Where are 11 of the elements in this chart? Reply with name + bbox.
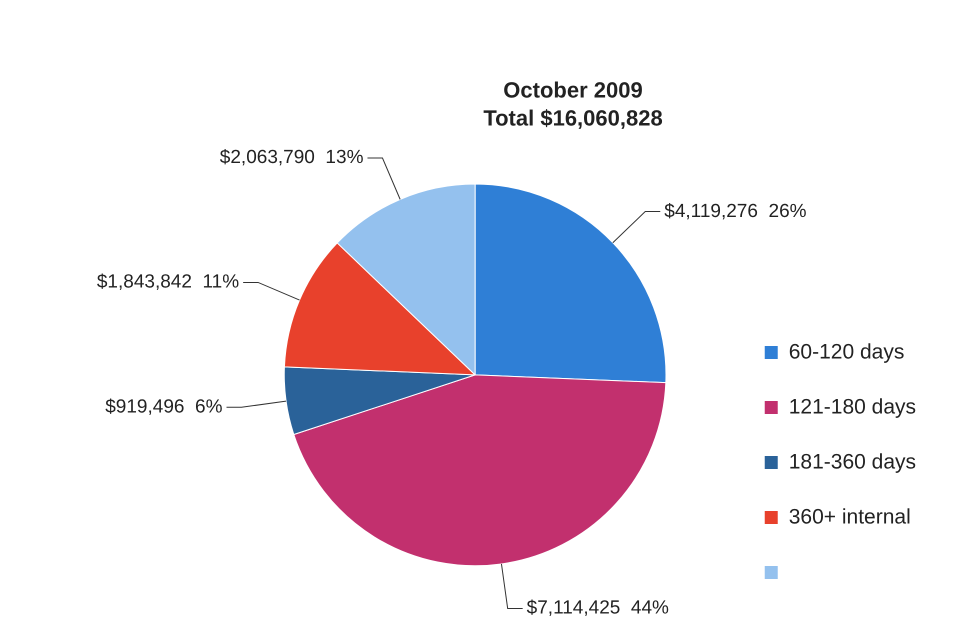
chart-title: October 2009: [503, 77, 643, 102]
data-label: $4,119,276 26%: [664, 200, 807, 222]
data-label: $7,114,425 44%: [526, 598, 670, 619]
data-label: $1,843,842 11%: [96, 272, 240, 293]
legend-label: 121-180 days: [788, 395, 916, 418]
chart-subtitle: Total $16,060,828: [483, 106, 663, 131]
legend-label: 60-120 days: [788, 340, 904, 364]
data-label: $2,063,790 13%: [220, 147, 364, 168]
legend-label: 181-360 days: [788, 450, 916, 474]
legend-label: 360+ internal: [788, 505, 911, 528]
data-label: $919,496 6%: [105, 396, 223, 418]
